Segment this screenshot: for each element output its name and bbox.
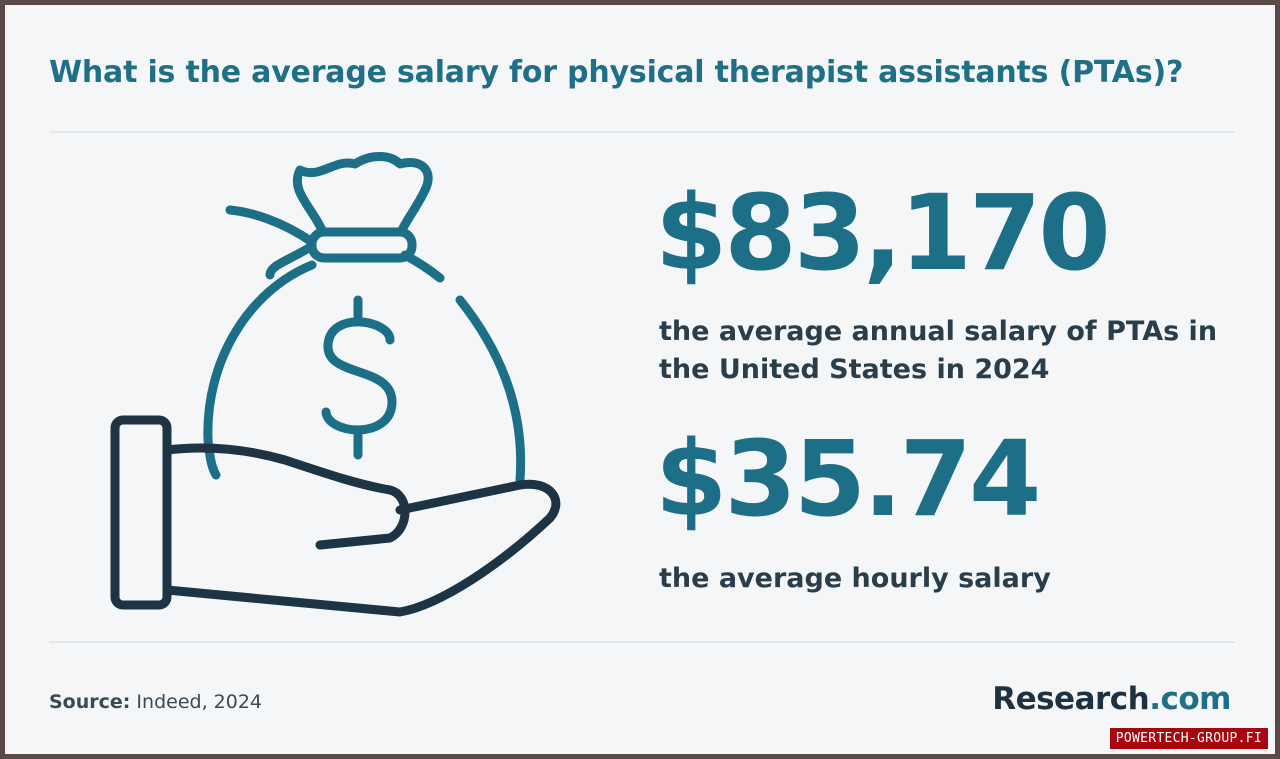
- source-label: Source:: [49, 691, 131, 713]
- divider-top: [49, 131, 1235, 133]
- infographic-card: What is the average salary for physical …: [5, 5, 1275, 754]
- dollar-sign-icon: [321, 295, 397, 460]
- hand-holding-money-bag-icon: [110, 152, 561, 617]
- source-text: Indeed, 2024: [130, 691, 263, 713]
- watermark-badge: POWERTECH-GROUP.FI: [1109, 728, 1268, 749]
- divider-bottom: [49, 641, 1235, 643]
- page-title: What is the average salary for physical …: [49, 55, 1184, 90]
- annual-salary-description: the average annual salary of PTAs in the…: [659, 316, 1218, 385]
- hourly-salary-description: the average hourly salary: [659, 563, 1051, 594]
- brand-logo: Research.com: [992, 681, 1231, 717]
- brand-suffix: .com: [1149, 681, 1231, 717]
- brand-name: Research: [992, 681, 1150, 717]
- hourly-salary-value: $35.74: [655, 418, 1041, 540]
- annual-salary-value: $83,170: [655, 172, 1111, 294]
- source-citation: Source: Indeed, 2024: [49, 691, 262, 713]
